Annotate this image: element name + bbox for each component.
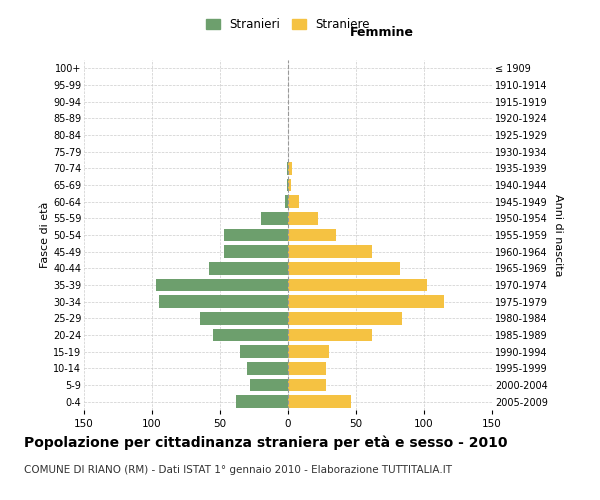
Bar — [224, 229, 288, 241]
Bar — [261, 212, 288, 224]
Bar — [156, 279, 288, 291]
Bar — [288, 312, 402, 324]
Y-axis label: Anni di nascita: Anni di nascita — [553, 194, 563, 276]
Legend: Stranieri, Straniere: Stranieri, Straniere — [201, 14, 375, 36]
Text: COMUNE DI RIANO (RM) - Dati ISTAT 1° gennaio 2010 - Elaborazione TUTTITALIA.IT: COMUNE DI RIANO (RM) - Dati ISTAT 1° gen… — [24, 465, 452, 475]
Bar — [288, 362, 326, 374]
Bar — [209, 262, 288, 274]
Text: Femmine: Femmine — [350, 26, 414, 39]
Y-axis label: Fasce di età: Fasce di età — [40, 202, 50, 268]
Bar — [285, 196, 288, 208]
Bar — [288, 296, 445, 308]
Bar — [159, 296, 288, 308]
Bar — [287, 179, 288, 192]
Bar — [200, 312, 288, 324]
Bar — [241, 346, 288, 358]
Bar — [288, 262, 400, 274]
Bar — [288, 196, 299, 208]
Bar — [224, 246, 288, 258]
Bar — [288, 246, 373, 258]
Bar — [236, 396, 288, 408]
Bar — [247, 362, 288, 374]
Bar — [250, 379, 288, 391]
Bar — [287, 162, 288, 174]
Text: Popolazione per cittadinanza straniera per età e sesso - 2010: Popolazione per cittadinanza straniera p… — [24, 435, 508, 450]
Bar — [288, 212, 318, 224]
Bar — [288, 229, 335, 241]
Bar — [288, 179, 291, 192]
Bar — [288, 396, 350, 408]
Bar — [288, 279, 427, 291]
Bar — [213, 329, 288, 341]
Bar — [288, 329, 373, 341]
Bar — [288, 162, 292, 174]
Bar — [288, 379, 326, 391]
Bar — [288, 346, 329, 358]
